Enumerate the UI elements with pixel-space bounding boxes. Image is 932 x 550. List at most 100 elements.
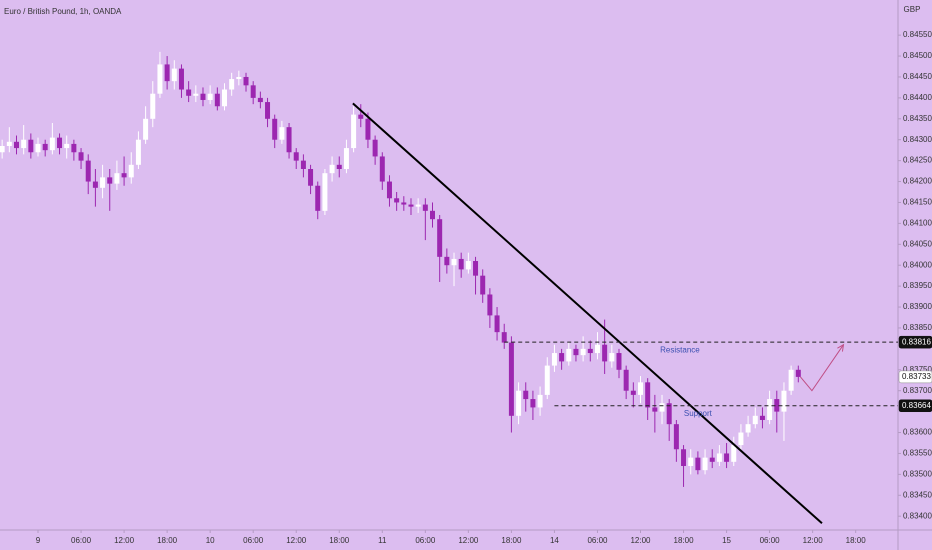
x-tick-label: 18:00 <box>674 536 695 545</box>
y-tick-label: 0.84250 <box>903 156 932 165</box>
x-tick-label: 06:00 <box>415 536 436 545</box>
y-tick-label: 0.84500 <box>903 51 932 60</box>
candle-body <box>724 453 730 462</box>
candle-body <box>566 348 572 362</box>
candle-body <box>645 382 651 408</box>
candle-body <box>516 390 522 416</box>
candle-body <box>415 204 421 207</box>
candle-body <box>365 118 371 140</box>
candle-body <box>544 365 550 395</box>
candle-body <box>286 127 292 153</box>
candle-body <box>272 118 278 140</box>
level-label: Resistance <box>660 345 700 354</box>
candle-body <box>64 143 70 149</box>
candle-body <box>652 407 658 412</box>
candle-body <box>193 93 199 96</box>
candle-body <box>451 258 457 266</box>
candle-body <box>602 344 608 362</box>
y-tick-label: 0.83950 <box>903 281 932 290</box>
candle-body <box>530 399 536 408</box>
candle-body <box>343 148 349 169</box>
y-tick-label: 0.84300 <box>903 135 932 144</box>
y-tick-label: 0.83450 <box>903 490 932 499</box>
candle-body <box>300 160 306 169</box>
candle-body <box>265 102 271 119</box>
price-badge <box>898 335 932 349</box>
candle-body <box>795 369 801 377</box>
x-tick-label: 12:00 <box>458 536 479 545</box>
candle-body <box>28 139 34 153</box>
candle-body <box>480 275 486 295</box>
candle-body <box>609 353 615 362</box>
x-tick-label: 18:00 <box>846 536 867 545</box>
y-tick-label: 0.83400 <box>903 511 932 520</box>
candle-body <box>594 344 600 354</box>
candle-body <box>437 219 443 257</box>
candle-body <box>107 177 113 184</box>
y-tick-label: 0.83750 <box>903 365 932 374</box>
candle-body <box>92 181 98 188</box>
x-tick-label: 15 <box>722 536 731 545</box>
candle-body <box>559 353 565 362</box>
y-tick-label: 0.84350 <box>903 114 932 123</box>
candle-body <box>487 294 493 316</box>
candle-body <box>458 258 464 270</box>
candle-body <box>222 89 227 107</box>
candle-body <box>673 424 679 450</box>
x-tick-label: 18:00 <box>501 536 522 545</box>
candle-body <box>157 64 163 94</box>
chart-title: Euro / British Pound, 1h, OANDA <box>4 7 122 16</box>
candle-body <box>322 173 328 211</box>
arrow-head <box>837 343 845 352</box>
candle-body <box>681 449 687 466</box>
candle-body <box>236 76 242 80</box>
x-tick-label: 06:00 <box>760 536 781 545</box>
candle-body <box>394 198 400 203</box>
candle-body <box>78 152 84 161</box>
candle-body <box>623 369 629 391</box>
price-badge-label: 0.83816 <box>902 337 931 346</box>
candle-body <box>379 156 385 182</box>
candle-body <box>329 164 335 174</box>
candle-body <box>638 382 644 395</box>
y-tick-label: 0.84550 <box>903 30 932 39</box>
candle-body <box>731 445 737 462</box>
candle-body <box>243 76 249 86</box>
candle-body <box>128 164 134 178</box>
y-tick-label: 0.83600 <box>903 428 932 437</box>
candle-body <box>42 143 48 151</box>
candle-body <box>788 369 794 391</box>
candle-body <box>537 394 543 408</box>
candle-body <box>752 415 758 425</box>
price-badge <box>898 399 932 413</box>
candle-body <box>709 457 715 462</box>
level-label: Support <box>684 409 713 418</box>
candle-body <box>551 353 557 366</box>
candle-body <box>200 93 206 100</box>
candle-body <box>372 139 378 157</box>
candle-body <box>465 261 471 270</box>
y-tick-label: 0.83700 <box>903 386 932 395</box>
candle-body <box>523 390 529 400</box>
candle-body <box>422 204 428 211</box>
y-tick-label: 0.84000 <box>903 260 932 269</box>
x-tick-label: 14 <box>550 536 559 545</box>
candle-body <box>695 457 701 471</box>
price-badge <box>898 370 932 384</box>
candle-body <box>473 261 479 276</box>
currency-label: GBP <box>904 5 921 14</box>
candle-body <box>659 403 665 412</box>
candle-body <box>401 202 407 205</box>
y-tick-label: 0.83500 <box>903 469 932 478</box>
candle-body <box>616 353 622 370</box>
x-tick-label: 9 <box>36 536 41 545</box>
candle-body <box>351 114 357 149</box>
candle-body <box>71 143 77 153</box>
x-tick-label: 06:00 <box>243 536 264 545</box>
y-tick-label: 0.84050 <box>903 239 932 248</box>
candle-body <box>135 139 141 165</box>
candle-body <box>666 403 672 425</box>
candle-body <box>0 145 5 153</box>
candle-body <box>178 68 184 90</box>
